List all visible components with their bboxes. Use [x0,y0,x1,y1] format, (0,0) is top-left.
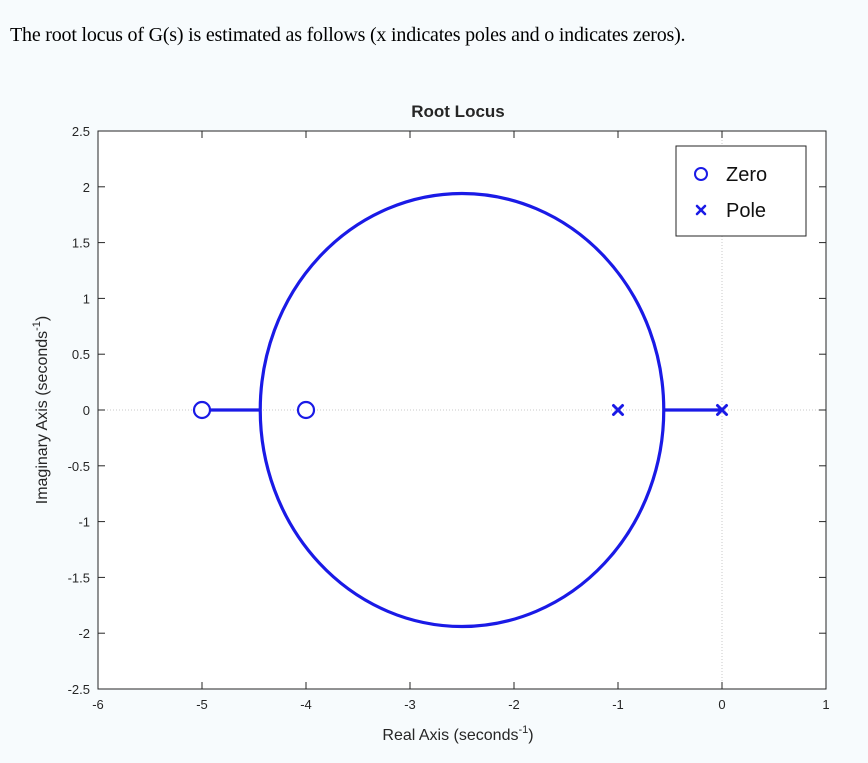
y-tick-label: 2 [83,180,90,195]
legend-pole-icon [695,204,707,216]
x-tick-label: -3 [404,697,416,712]
x-axis-label: Real Axis (seconds-1) [382,724,533,744]
zero-marker-2 [296,400,316,420]
y-tick-label: 0 [83,403,90,418]
y-tick-label: 0.5 [72,347,90,362]
y-tick-label: -1 [78,515,90,530]
legend-label-pole: Pole [726,200,766,222]
x-tick-label: 0 [718,697,725,712]
y-tick-label: -2 [78,626,90,641]
x-tick-label: -2 [508,697,520,712]
x-tick-label: -6 [92,697,104,712]
y-tick-label: -2.5 [68,682,90,697]
y-tick-label: -1.5 [68,570,90,585]
x-axis-label-text: Real Axis (seconds [382,727,518,744]
legend-zero-icon [694,167,708,181]
y-axis-label-tail: ) [34,316,51,321]
x-tick-label: -5 [196,697,208,712]
pole-marker-2 [716,404,728,416]
plot-area: -6 -5 -4 -3 -2 -1 0 1 -2.5 -2 -1.5 -1 -0.5 0 0.5 1 1.5 2 2… [68,124,830,712]
y-tick-label: 2.5 [72,124,90,139]
legend-label-zero: Zero [726,164,767,186]
y-axis-label-sup: -1 [31,321,43,331]
intro-text: The root locus of G(s) is estimated as f… [10,24,686,46]
y-tick-label: 1.5 [72,236,90,251]
chart-title: Root Locus [411,102,505,121]
y-tick-label: 1 [83,291,90,306]
legend-box [675,145,807,237]
zero-marker-1 [192,400,212,420]
x-tick-label: -1 [612,697,624,712]
x-axis-label-tail: ) [528,727,533,744]
pole-marker-1 [612,404,624,416]
y-axis-label-text: Imaginary Axis (seconds [34,331,51,504]
y-axis-label: Imaginary Axis (seconds-1) [31,316,51,505]
y-tick-label: -0.5 [68,459,90,474]
x-axis-label-sup: -1 [518,724,528,736]
x-tick-label: -4 [300,697,312,712]
x-tick-label: 1 [822,697,829,712]
